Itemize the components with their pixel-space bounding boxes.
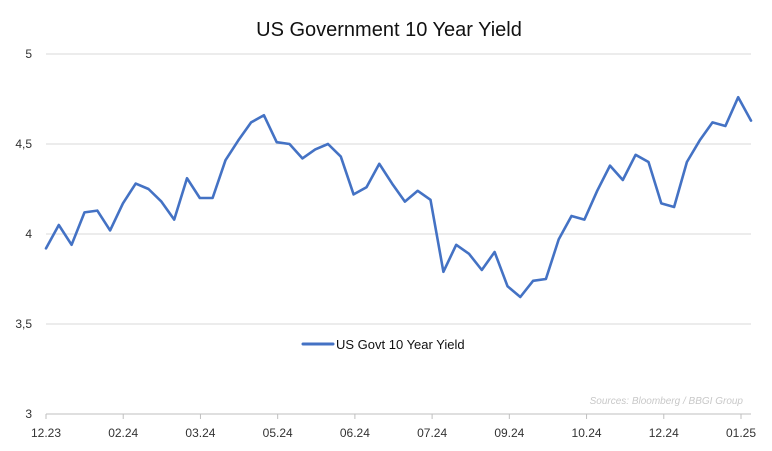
- x-tick-label: 09.24: [494, 426, 524, 440]
- x-tick-label: 02.24: [108, 426, 138, 440]
- y-tick-label: 3: [25, 407, 32, 421]
- y-tick-label: 4: [25, 227, 32, 241]
- source-note: Sources: Bloomberg / BBGI Group: [590, 396, 744, 407]
- legend-label: US Govt 10 Year Yield: [336, 337, 465, 352]
- y-axis-tick-labels: 3 3,5 4 4,5 5: [15, 47, 32, 421]
- legend: US Govt 10 Year Yield: [301, 337, 465, 352]
- chart-title: US Government 10 Year Yield: [256, 19, 522, 41]
- x-tick-label: 12.23: [31, 426, 61, 440]
- y-tick-label: 4,5: [15, 137, 32, 151]
- gridlines: [46, 53, 751, 325]
- x-tick-label: 10.24: [572, 426, 602, 440]
- x-tick-label: 06.24: [340, 426, 370, 440]
- y-tick-label: 5: [25, 47, 32, 61]
- y-tick-label: 3,5: [15, 317, 32, 331]
- x-tick-label: 07.24: [417, 426, 447, 440]
- x-axis: 12.23 02.24 03.24 05.24 06.24 07.24 09.24 10.24…: [31, 413, 756, 440]
- series-line: [44, 95, 753, 299]
- x-tick-label: 12.24: [649, 426, 679, 440]
- series-lines: [44, 95, 753, 299]
- x-tick-label: 03.24: [185, 426, 215, 440]
- x-tick-label: 05.24: [263, 426, 293, 440]
- x-tick-label: 01.25: [726, 426, 756, 440]
